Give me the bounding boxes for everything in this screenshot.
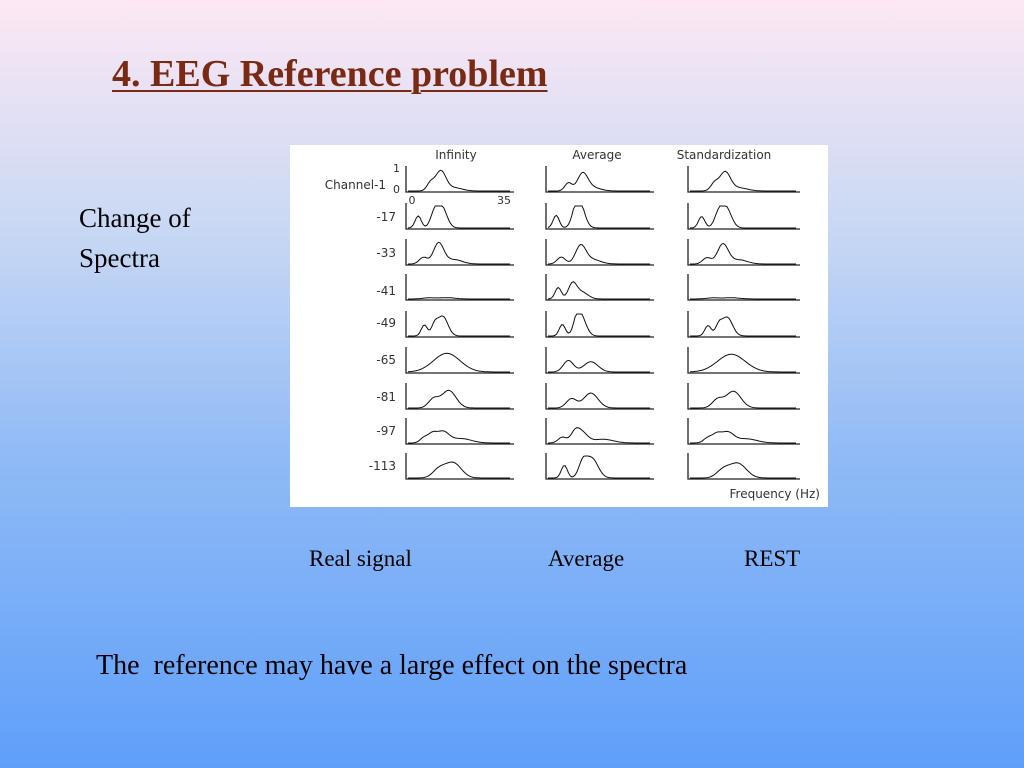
- spectrum-axes: [545, 311, 654, 338]
- row-label-81: -81: [376, 390, 396, 404]
- y-top-tick: 1: [393, 162, 400, 175]
- side-label: Change of Spectra: [79, 198, 191, 278]
- spectrum-curve: [408, 461, 510, 479]
- spectrum-curve: [408, 430, 510, 444]
- spectrum-curve: [407, 205, 510, 229]
- spectrum-axes: [405, 347, 514, 374]
- spectrum-curve: [690, 390, 796, 409]
- spectrum-axes: [687, 203, 800, 230]
- caption-average: Average: [548, 546, 625, 571]
- spectrum-curve: [408, 315, 510, 337]
- x-start-tick: 0: [409, 194, 416, 207]
- slide-title: 4. EEG Reference problem: [112, 53, 548, 95]
- column-title-average: Average: [572, 148, 621, 162]
- spectrum-axes: [405, 383, 514, 410]
- spectrum-axes: [687, 383, 800, 410]
- spectrum-axes: [405, 166, 514, 193]
- caption-real-signal: Real signal: [309, 546, 412, 571]
- spectrum-axes: [405, 418, 514, 445]
- spectrum-axes: [545, 274, 654, 301]
- spectrum-axes: [545, 203, 654, 230]
- row-label-49: -49: [376, 316, 396, 330]
- spectrum-axes: [687, 239, 800, 266]
- spectrum-curve: [548, 455, 650, 479]
- column-titles: Infinity Average Standardization: [435, 148, 771, 162]
- column-title-standardization: Standardization: [677, 148, 772, 162]
- caption-rest: REST: [744, 546, 801, 571]
- x-axis-label: Frequency (Hz): [730, 487, 821, 501]
- column-title-infinity: Infinity: [435, 148, 476, 162]
- row-labels: Channel-1 -17 -33 -41 -49 -65 -81 -97 -1…: [325, 178, 396, 473]
- row-label-97: -97: [376, 424, 396, 438]
- row-label-41: -41: [376, 284, 396, 298]
- row-label-17: -17: [376, 210, 396, 224]
- spectrum-axes: [687, 274, 800, 301]
- conclusion-text: The reference may have a large effect on…: [96, 650, 688, 681]
- spectrum-curve: [407, 352, 510, 373]
- spectrum-axes: [545, 347, 654, 374]
- spectrum-panels: [405, 166, 800, 480]
- spectrum-axes: [405, 453, 514, 480]
- spectrum-curve: [408, 297, 510, 300]
- spectrum-curve: [408, 389, 510, 409]
- spectrum-curve: [548, 313, 650, 337]
- spectrum-axes: [405, 203, 514, 230]
- spectra-figure-svg: Infinity Average Standardization Channel…: [325, 148, 820, 501]
- spectrum-axes: [545, 453, 654, 480]
- spectrum-curve: [690, 316, 796, 337]
- spectrum-curve: [690, 242, 796, 265]
- spectrum-axes: [405, 274, 514, 301]
- spectrum-curve: [547, 205, 650, 229]
- x-end-tick: 35: [497, 194, 511, 207]
- spectrum-curve: [690, 462, 796, 479]
- spectrum-curve: [547, 281, 650, 300]
- row-label-channel-1: Channel-1: [325, 178, 386, 192]
- spectrum-curve: [690, 297, 796, 300]
- spectrum-curve: [689, 205, 796, 229]
- spectrum-axes: [687, 166, 800, 193]
- y-bottom-tick: 0: [393, 183, 400, 196]
- spectrum-axes: [405, 239, 514, 266]
- spectrum-axes: [405, 311, 514, 338]
- spectrum-curve: [548, 359, 650, 373]
- row-label-65: -65: [376, 353, 396, 367]
- spectrum-axes: [687, 311, 800, 338]
- row-label-113: -113: [369, 459, 396, 473]
- spectra-figure: Infinity Average Standardization Channel…: [290, 145, 828, 507]
- side-label-line-2: Spectra: [79, 243, 160, 273]
- spectrum-curve: [690, 430, 796, 444]
- axis-labels: 1 0 0 35 Frequency (Hz): [393, 162, 820, 501]
- spectrum-curve: [548, 171, 650, 192]
- spectrum-curve: [689, 353, 796, 373]
- spectrum-curve: [408, 241, 510, 265]
- spectrum-axes: [687, 418, 800, 445]
- spectrum-axes: [687, 453, 800, 480]
- spectrum-axes: [687, 347, 800, 374]
- spectrum-axes: [545, 239, 654, 266]
- side-label-line-1: Change of: [79, 203, 191, 233]
- row-label-33: -33: [376, 246, 396, 260]
- spectrum-curve: [548, 427, 650, 444]
- spectrum-curve: [690, 170, 796, 192]
- spectrum-axes: [545, 166, 654, 193]
- spectrum-axes: [545, 418, 654, 445]
- spectrum-curve: [547, 244, 650, 265]
- spectrum-curve: [548, 392, 650, 409]
- spectrum-curve: [408, 169, 510, 192]
- spectrum-axes: [545, 383, 654, 410]
